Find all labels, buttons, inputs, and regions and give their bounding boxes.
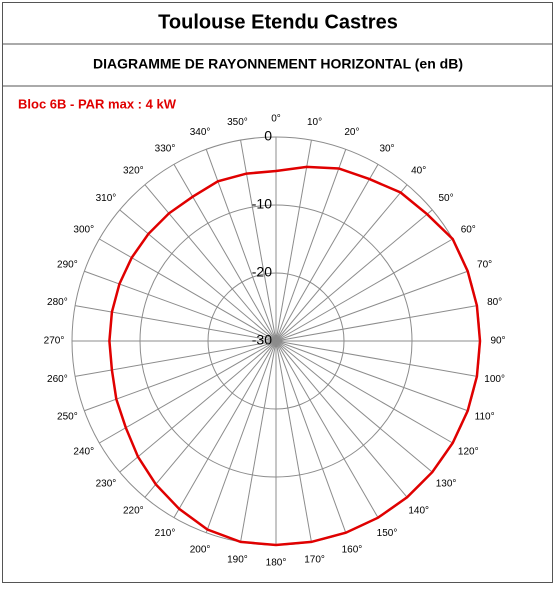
spoke	[75, 340, 277, 377]
spoke	[99, 340, 277, 444]
angle-label: 40°	[411, 166, 426, 177]
angle-label: 50°	[438, 193, 453, 204]
angle-label: 240°	[73, 447, 94, 458]
angle-label: 110°	[475, 412, 495, 423]
spoke	[144, 340, 277, 498]
angle-label: 300°	[73, 225, 94, 236]
angle-label: 120°	[458, 447, 479, 458]
angle-label: 70°	[477, 260, 492, 271]
angle-label: 60°	[461, 225, 476, 236]
spoke	[275, 340, 347, 533]
chart-subtitle: DIAGRAMME DE RAYONNEMENT HORIZONTAL (en …	[93, 56, 463, 72]
spoke	[275, 140, 312, 342]
angle-label: 270°	[44, 336, 65, 347]
angle-label: 320°	[123, 166, 144, 177]
angle-label: 330°	[155, 143, 176, 154]
spoke	[275, 340, 453, 444]
spoke	[275, 164, 379, 342]
chart-title: Toulouse Etendu Castres	[158, 11, 398, 33]
angle-label: 210°	[155, 528, 176, 539]
spoke	[275, 340, 433, 473]
angle-label: 220°	[123, 506, 144, 517]
angle-label: 200°	[190, 544, 211, 555]
angle-label: 0°	[271, 114, 281, 125]
r-tick-label: -10	[252, 196, 272, 212]
spoke	[275, 340, 477, 377]
angle-label: 340°	[190, 127, 211, 138]
spoke	[119, 340, 277, 473]
angle-label: 150°	[377, 528, 398, 539]
spoke	[240, 340, 277, 542]
spoke	[75, 305, 277, 342]
spoke	[275, 340, 312, 542]
r-tick-label: -30	[252, 332, 272, 348]
angle-label: 230°	[96, 478, 117, 489]
spoke	[84, 270, 277, 342]
angle-label: 160°	[342, 544, 363, 555]
spoke	[275, 184, 408, 342]
angle-label: 80°	[487, 297, 502, 308]
angle-label: 280°	[47, 297, 68, 308]
angle-label: 130°	[436, 478, 457, 489]
angle-label: 90°	[490, 336, 505, 347]
spoke	[275, 340, 379, 518]
spoke	[275, 305, 477, 342]
angle-label: 100°	[484, 374, 505, 385]
spoke	[173, 340, 277, 518]
spoke	[119, 209, 277, 342]
frame	[2, 2, 553, 583]
spoke	[275, 209, 433, 342]
spoke	[275, 270, 468, 342]
spoke	[275, 149, 347, 342]
pattern-line	[108, 165, 482, 547]
spoke	[275, 340, 468, 412]
angle-label: 350°	[227, 117, 248, 128]
spoke	[99, 238, 277, 342]
spoke	[275, 340, 408, 498]
angle-label: 250°	[57, 412, 78, 423]
angle-label: 190°	[227, 554, 248, 565]
angle-label: 260°	[47, 374, 68, 385]
r-tick-label: 0	[264, 128, 272, 144]
spoke	[144, 184, 277, 342]
angle-label: 20°	[344, 127, 359, 138]
spoke	[173, 164, 277, 342]
angle-label: 30°	[379, 143, 394, 154]
spoke	[275, 238, 453, 342]
r-tick-label: -20	[252, 264, 272, 280]
angle-label: 180°	[266, 558, 287, 569]
spoke	[205, 340, 277, 533]
series-label: Bloc 6B - PAR max : 4 kW	[18, 96, 177, 111]
angle-label: 140°	[408, 506, 429, 517]
angle-label: 10°	[307, 117, 322, 128]
angle-label: 170°	[304, 554, 325, 565]
angle-label: 310°	[96, 193, 117, 204]
angle-label: 290°	[57, 260, 78, 271]
